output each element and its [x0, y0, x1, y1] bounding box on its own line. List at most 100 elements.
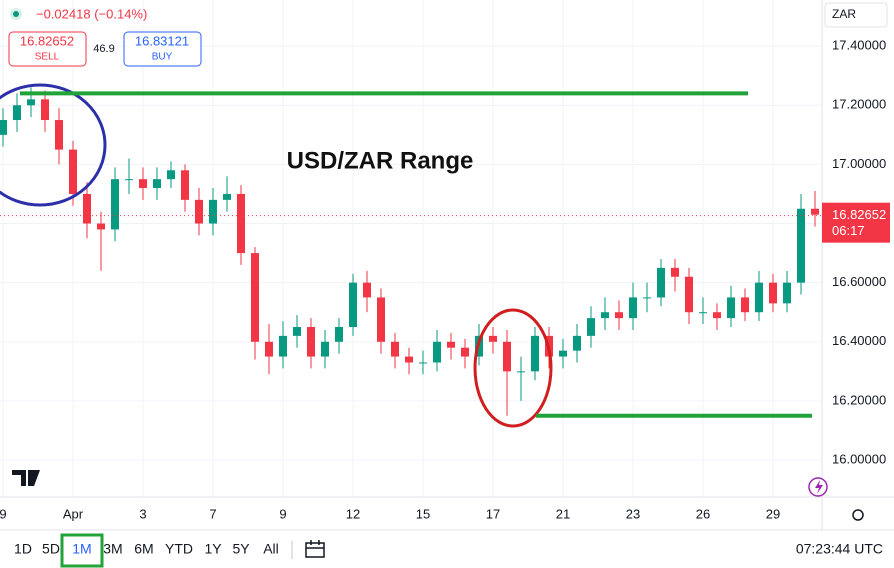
candle-body	[657, 267, 665, 298]
candle-body	[41, 99, 49, 121]
candle-body	[811, 208, 819, 215]
range-button[interactable]: 1Y	[204, 541, 222, 557]
range-button[interactable]: YTD	[165, 541, 193, 557]
y-tick-label: 16.20000	[832, 392, 886, 407]
x-tick-label: Apr	[63, 506, 84, 521]
currency-button[interactable]	[824, 2, 888, 28]
range-button[interactable]: 1D	[14, 541, 32, 557]
candle-body	[643, 297, 651, 299]
candle-body	[489, 335, 497, 342]
logo	[12, 470, 40, 486]
x-tick-label: 12	[346, 506, 360, 521]
candle-body	[167, 170, 175, 180]
x-tick-label: 7	[209, 506, 216, 521]
candle-body	[209, 199, 217, 224]
candle-body	[755, 282, 763, 313]
candle-body	[531, 335, 539, 372]
buy-button[interactable]	[123, 31, 202, 67]
candle-body	[293, 326, 301, 336]
candle-body	[307, 326, 315, 357]
y-tick-label: 17.40000	[832, 38, 886, 53]
range-button[interactable]: 6M	[134, 541, 153, 557]
buy-label[interactable]: BUY	[152, 52, 173, 63]
candle-body	[181, 170, 189, 200]
range-button[interactable]: All	[263, 541, 279, 557]
range-button[interactable]: 5Y	[232, 541, 250, 557]
candle-body	[237, 193, 245, 254]
candle-body	[615, 312, 623, 319]
candle-body	[97, 223, 105, 230]
x-tick-label: 3	[139, 506, 146, 521]
sell-label[interactable]: SELL	[35, 52, 60, 63]
candle-body	[461, 347, 469, 357]
chart-title: USD/ZAR Range	[287, 147, 474, 174]
x-tick-label: 9	[0, 506, 7, 521]
candle-body	[517, 371, 525, 373]
candle-body	[629, 297, 637, 319]
candle-body	[153, 179, 161, 189]
price-change: −0.02418 (−0.14%)	[36, 6, 147, 21]
x-tick-label: 23	[626, 506, 640, 521]
y-tick-label: 16.60000	[832, 274, 886, 289]
candle-body	[13, 105, 21, 121]
candle-body	[405, 356, 413, 363]
last-price-tag	[822, 202, 890, 243]
candle-body	[769, 282, 777, 304]
x-tick-label: 9	[279, 506, 286, 521]
candle-body	[601, 312, 609, 319]
sell-price[interactable]: 16.82652	[20, 33, 74, 48]
candle-body	[251, 253, 259, 342]
candle-body	[279, 335, 287, 357]
y-tick-label: 16.40000	[832, 333, 886, 348]
date-range-icon[interactable]	[305, 540, 325, 558]
candle-body	[713, 312, 721, 319]
candle-body	[195, 199, 203, 224]
red-circle	[473, 308, 553, 428]
settings-icon[interactable]	[852, 509, 864, 521]
candles	[0, 87, 819, 416]
candle-body	[559, 350, 567, 357]
alert-icon-bolt	[815, 480, 823, 494]
range-button[interactable]: 5D	[42, 541, 60, 557]
range-highlight	[60, 533, 104, 568]
toolbar-separator	[291, 541, 293, 559]
status-dot	[13, 11, 19, 17]
range-button[interactable]: 1M	[72, 541, 91, 557]
candle-body	[27, 99, 35, 106]
candle-body	[727, 297, 735, 319]
candle-body	[447, 341, 455, 348]
candle-body	[377, 297, 385, 342]
range-button[interactable]: 3M	[103, 541, 122, 557]
y-tick-label: 17.20000	[832, 97, 886, 112]
y-tick-label: 17.00000	[832, 156, 886, 171]
currency[interactable]: ZAR	[832, 7, 856, 21]
candle-body	[741, 297, 749, 313]
countdown: 06:17	[832, 223, 865, 238]
candle-body	[223, 193, 231, 200]
candle-body	[335, 326, 343, 342]
candle-body	[391, 341, 399, 357]
candle-body	[0, 120, 7, 135]
candle-body	[419, 362, 427, 364]
candle-body	[797, 208, 805, 283]
buy-price[interactable]: 16.83121	[135, 33, 189, 48]
sell-button[interactable]	[8, 31, 87, 67]
candle-body	[671, 267, 679, 277]
candle-body	[587, 318, 595, 336]
candle-body	[111, 179, 119, 230]
toolbar: 1D 5D 1M 3M 6M YTD 1Y 5Y All	[14, 533, 279, 568]
candle-body	[139, 179, 147, 189]
candle-body	[783, 282, 791, 304]
candle-body	[363, 282, 371, 298]
y-tick-label: 16.00000	[832, 451, 886, 466]
blue-circle	[0, 83, 107, 207]
clock: 07:23:44 UTC	[796, 541, 883, 557]
candle-body	[503, 341, 511, 372]
x-tick-label: 29	[766, 506, 780, 521]
candle-body	[699, 312, 707, 314]
x-tick-label: 21	[556, 506, 570, 521]
candle-body	[83, 193, 91, 224]
candle-body	[321, 341, 329, 357]
